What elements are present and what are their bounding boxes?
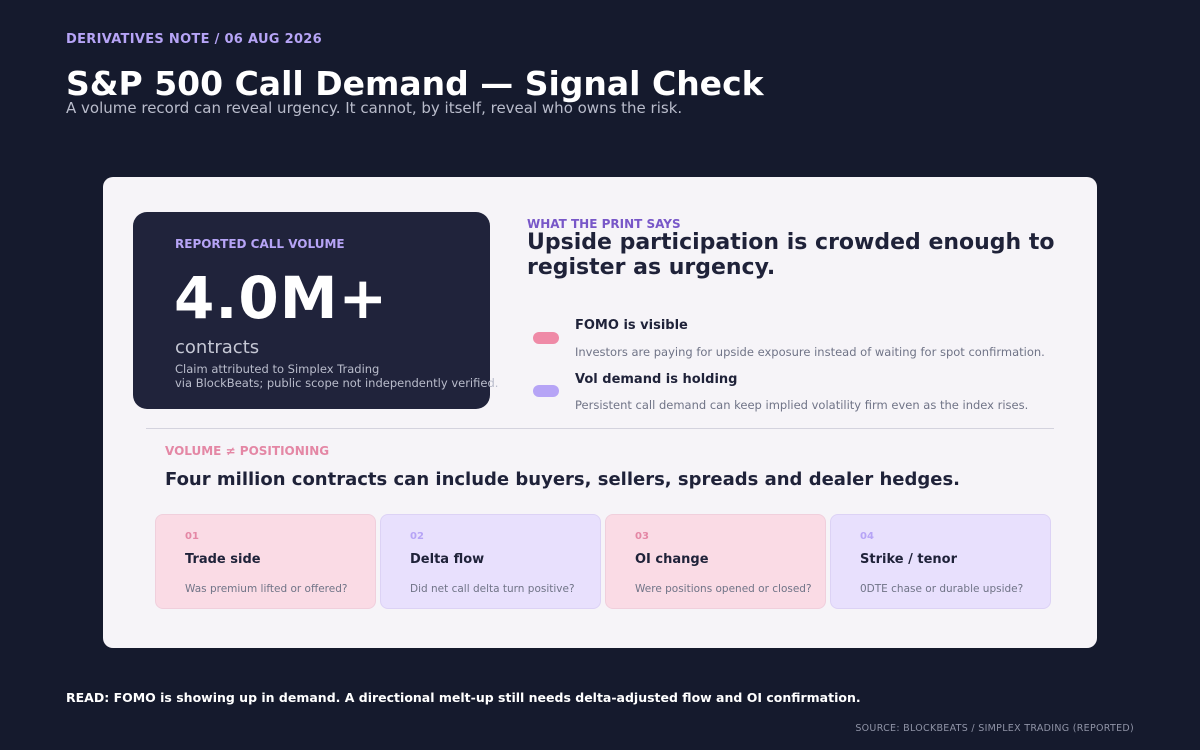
check-desc: Were positions opened or closed? [635,583,812,595]
page-subtitle: A volume record can reveal urgency. It c… [66,99,683,117]
stat-value: 4.0M+ [174,264,389,332]
bullet-dot-pink [533,332,559,344]
check-number: 02 [410,531,424,542]
report-kicker: DERIVATIVES NOTE / 06 AUG 2026 [66,32,322,47]
check-card-trade-side: 01 Trade side Was premium lifted or offe… [155,514,376,609]
check-title: Trade side [185,552,261,567]
read-note: READ: FOMO is showing up in demand. A di… [66,690,861,705]
check-card-strike-tenor: 04 Strike / tenor 0DTE chase or durable … [830,514,1051,609]
bullet-title: FOMO is visible [575,318,688,333]
print-headline: Upside participation is crowded enough t… [527,230,1055,280]
page-title: S&P 500 Call Demand — Signal Check [66,64,764,103]
main-card: REPORTED CALL VOLUME 4.0M+ contracts Cla… [103,177,1097,648]
bullet-dot-lavender [533,385,559,397]
stat-box: REPORTED CALL VOLUME 4.0M+ contracts Cla… [133,212,498,409]
check-number: 04 [860,531,874,542]
stat-note-line: Claim attributed to Simplex Trading [175,362,380,376]
source-credit: SOURCE: BLOCKBEATS / SIMPLEX TRADING (RE… [855,723,1134,734]
divider [146,428,1054,429]
check-list: 01 Trade side Was premium lifted or offe… [155,514,1051,609]
check-number: 03 [635,531,649,542]
bullet-title: Vol demand is holding [575,372,738,387]
check-title: Strike / tenor [860,552,957,567]
check-card-delta-flow: 02 Delta flow Did net call delta turn po… [380,514,601,609]
stat-note: Claim attributed to Simplex Trading via … [175,362,498,390]
stat-label: REPORTED CALL VOLUME [175,237,345,251]
check-desc: Was premium lifted or offered? [185,583,348,595]
volume-headline: Four million contracts can include buyer… [165,469,961,490]
bullet-desc: Investors are paying for upside exposure… [575,345,1045,359]
stat-unit: contracts [175,337,260,358]
check-title: OI change [635,552,709,567]
check-card-oi-change: 03 OI change Were positions opened or cl… [605,514,826,609]
check-desc: 0DTE chase or durable upside? [860,583,1024,595]
print-kicker: WHAT THE PRINT SAYS [527,217,681,231]
check-desc: Did net call delta turn positive? [410,583,575,595]
check-title: Delta flow [410,552,485,567]
check-number: 01 [185,531,199,542]
stat-note-line: via BlockBeats; public scope not indepen… [175,376,499,390]
volume-kicker: VOLUME ≠ POSITIONING [165,444,330,458]
bullet-desc: Persistent call demand can keep implied … [575,398,1029,412]
